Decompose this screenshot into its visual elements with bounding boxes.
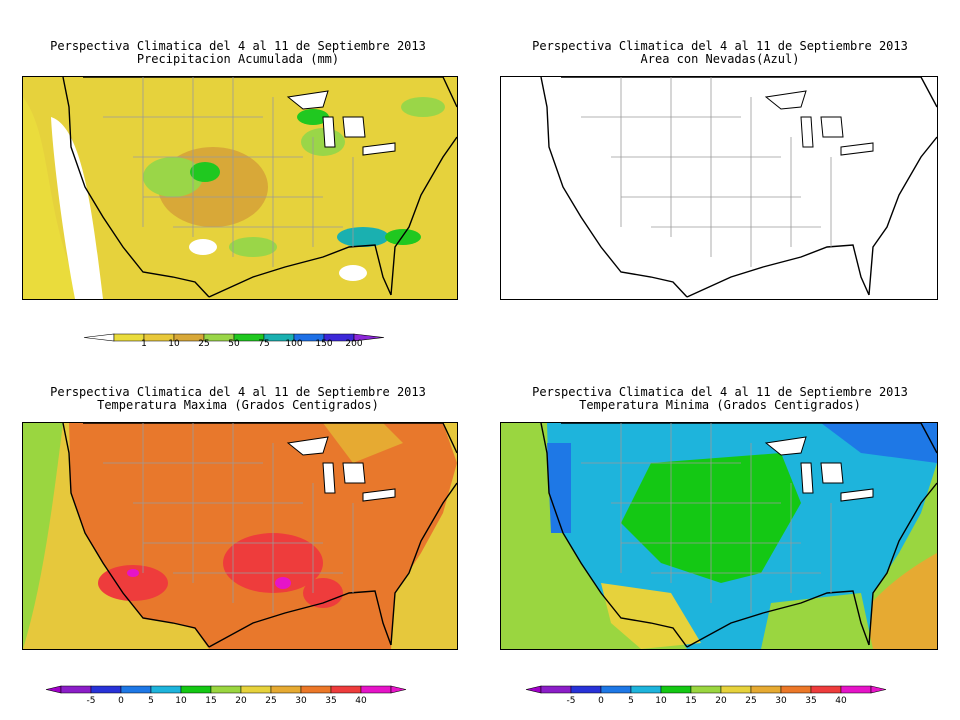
precip-map-svg bbox=[23, 77, 457, 299]
colorbar-tick-label: 10 bbox=[175, 696, 187, 706]
colorbar-tick-label: -5 bbox=[87, 696, 96, 706]
colorbar-swatch bbox=[90, 685, 122, 694]
colorbar-tick-label: 25 bbox=[198, 339, 209, 349]
colorbar-tick-label: 75 bbox=[258, 339, 269, 349]
colorbar-tick-label: 30 bbox=[295, 696, 307, 706]
colorbar-tick-label: 50 bbox=[228, 339, 240, 349]
precip-title-line1: Perspectiva Climatica del 4 al 11 de Sep… bbox=[50, 39, 426, 53]
colorbar-tick-label: 0 bbox=[118, 696, 124, 706]
colorbar-swatch bbox=[210, 685, 242, 694]
colorbar-swatch bbox=[720, 685, 752, 694]
colorbar-swatch bbox=[60, 685, 92, 694]
colorbar-tick-label: 35 bbox=[325, 696, 336, 706]
precip-title-line2: Precipitacion Acumulada (mm) bbox=[136, 52, 340, 66]
colorbar-tick-label: 40 bbox=[835, 696, 847, 706]
colorbar-tick-label: 10 bbox=[655, 696, 667, 706]
tmin-colorbar-svg: -5 0 5 10 15 20 25 30 35 40 bbox=[525, 685, 887, 706]
colorbar-tick-label: 20 bbox=[235, 696, 247, 706]
tmax-colorbar-svg: -5 0 5 10 15 20 25 30 35 40 bbox=[45, 685, 407, 706]
colorbar-swatch bbox=[240, 685, 272, 694]
snow-map-svg bbox=[501, 77, 937, 299]
colorbar-tick-label: 100 bbox=[285, 339, 302, 349]
snow-title-line1: Perspectiva Climatica del 4 al 11 de Sep… bbox=[532, 39, 908, 53]
colorbar-swatch bbox=[630, 685, 662, 694]
colorbar-swatch bbox=[750, 685, 782, 694]
precip-colorbar: 1 10 25 50 75 100 150 200 bbox=[83, 333, 385, 350]
colorbar-tick-label: 5 bbox=[148, 696, 154, 706]
colorbar-left-arrow bbox=[83, 333, 115, 342]
colorbar-tick-label: 30 bbox=[775, 696, 787, 706]
snow-map bbox=[500, 76, 938, 300]
colorbar-swatch bbox=[660, 685, 692, 694]
colorbar-swatch bbox=[360, 685, 392, 694]
colorbar-swatch bbox=[113, 333, 145, 342]
colorbar-swatch bbox=[780, 685, 812, 694]
colorbar-tick-label: 15 bbox=[685, 696, 696, 706]
tmax-colorbar: -5 0 5 10 15 20 25 30 35 40 bbox=[45, 685, 407, 706]
colorbar-tick-label: 35 bbox=[805, 696, 816, 706]
colorbar-swatch bbox=[300, 685, 332, 694]
colorbar-swatch bbox=[840, 685, 872, 694]
colorbar-tick-label: 15 bbox=[205, 696, 216, 706]
colorbar-swatch bbox=[570, 685, 602, 694]
colorbar-tick-label: 25 bbox=[745, 696, 756, 706]
colorbar-swatch bbox=[120, 685, 152, 694]
tmin-title-line1: Perspectiva Climatica del 4 al 11 de Sep… bbox=[532, 385, 908, 399]
tmax-title-line2: Temperatura Maxima (Grados Centigrados) bbox=[97, 398, 379, 412]
tmax-map bbox=[22, 422, 458, 650]
colorbar-tick-label: 25 bbox=[265, 696, 276, 706]
colorbar-tick-label: 200 bbox=[345, 339, 362, 349]
colorbar-swatch bbox=[330, 685, 362, 694]
colorbar-swatch bbox=[180, 685, 212, 694]
tmax-title-line1: Perspectiva Climatica del 4 al 11 de Sep… bbox=[50, 385, 426, 399]
colorbar-tick-label: 0 bbox=[598, 696, 604, 706]
colorbar-right-arrow bbox=[353, 333, 385, 342]
colorbar-swatch bbox=[540, 685, 572, 694]
tmax-map-svg bbox=[23, 423, 457, 649]
colorbar-left-arrow bbox=[45, 685, 62, 694]
tmin-title: Perspectiva Climatica del 4 al 11 de Sep… bbox=[500, 386, 940, 412]
colorbar-right-arrow bbox=[870, 685, 887, 694]
colorbar-swatch bbox=[270, 685, 302, 694]
tmax-title: Perspectiva Climatica del 4 al 11 de Sep… bbox=[18, 386, 458, 412]
snow-title: Perspectiva Climatica del 4 al 11 de Sep… bbox=[500, 40, 940, 66]
colorbar-swatch bbox=[690, 685, 722, 694]
colorbar-swatch bbox=[810, 685, 842, 694]
colorbar-tick-label: 10 bbox=[168, 339, 180, 349]
tmin-title-line2: Temperatura Minima (Grados Centigrados) bbox=[579, 398, 861, 412]
precip-title: Perspectiva Climatica del 4 al 11 de Sep… bbox=[18, 40, 458, 66]
colorbar-swatch bbox=[150, 685, 182, 694]
colorbar-tick-label: 150 bbox=[315, 339, 332, 349]
colorbar-tick-label: 1 bbox=[141, 339, 147, 349]
precip-map bbox=[22, 76, 458, 300]
colorbar-tick-label: 5 bbox=[628, 696, 634, 706]
colorbar-tick-label: 40 bbox=[355, 696, 367, 706]
tmin-map-svg bbox=[501, 423, 937, 649]
colorbar-right-arrow bbox=[390, 685, 407, 694]
colorbar-tick-label: -5 bbox=[567, 696, 576, 706]
colorbar-left-arrow bbox=[525, 685, 542, 694]
colorbar-swatch bbox=[600, 685, 632, 694]
tmin-colorbar: -5 0 5 10 15 20 25 30 35 40 bbox=[525, 685, 887, 706]
tmin-map bbox=[500, 422, 938, 650]
colorbar-tick-label: 20 bbox=[715, 696, 727, 706]
precip-colorbar-svg: 1 10 25 50 75 100 150 200 bbox=[83, 333, 385, 349]
snow-title-line2: Area con Nevadas(Azul) bbox=[640, 52, 800, 66]
